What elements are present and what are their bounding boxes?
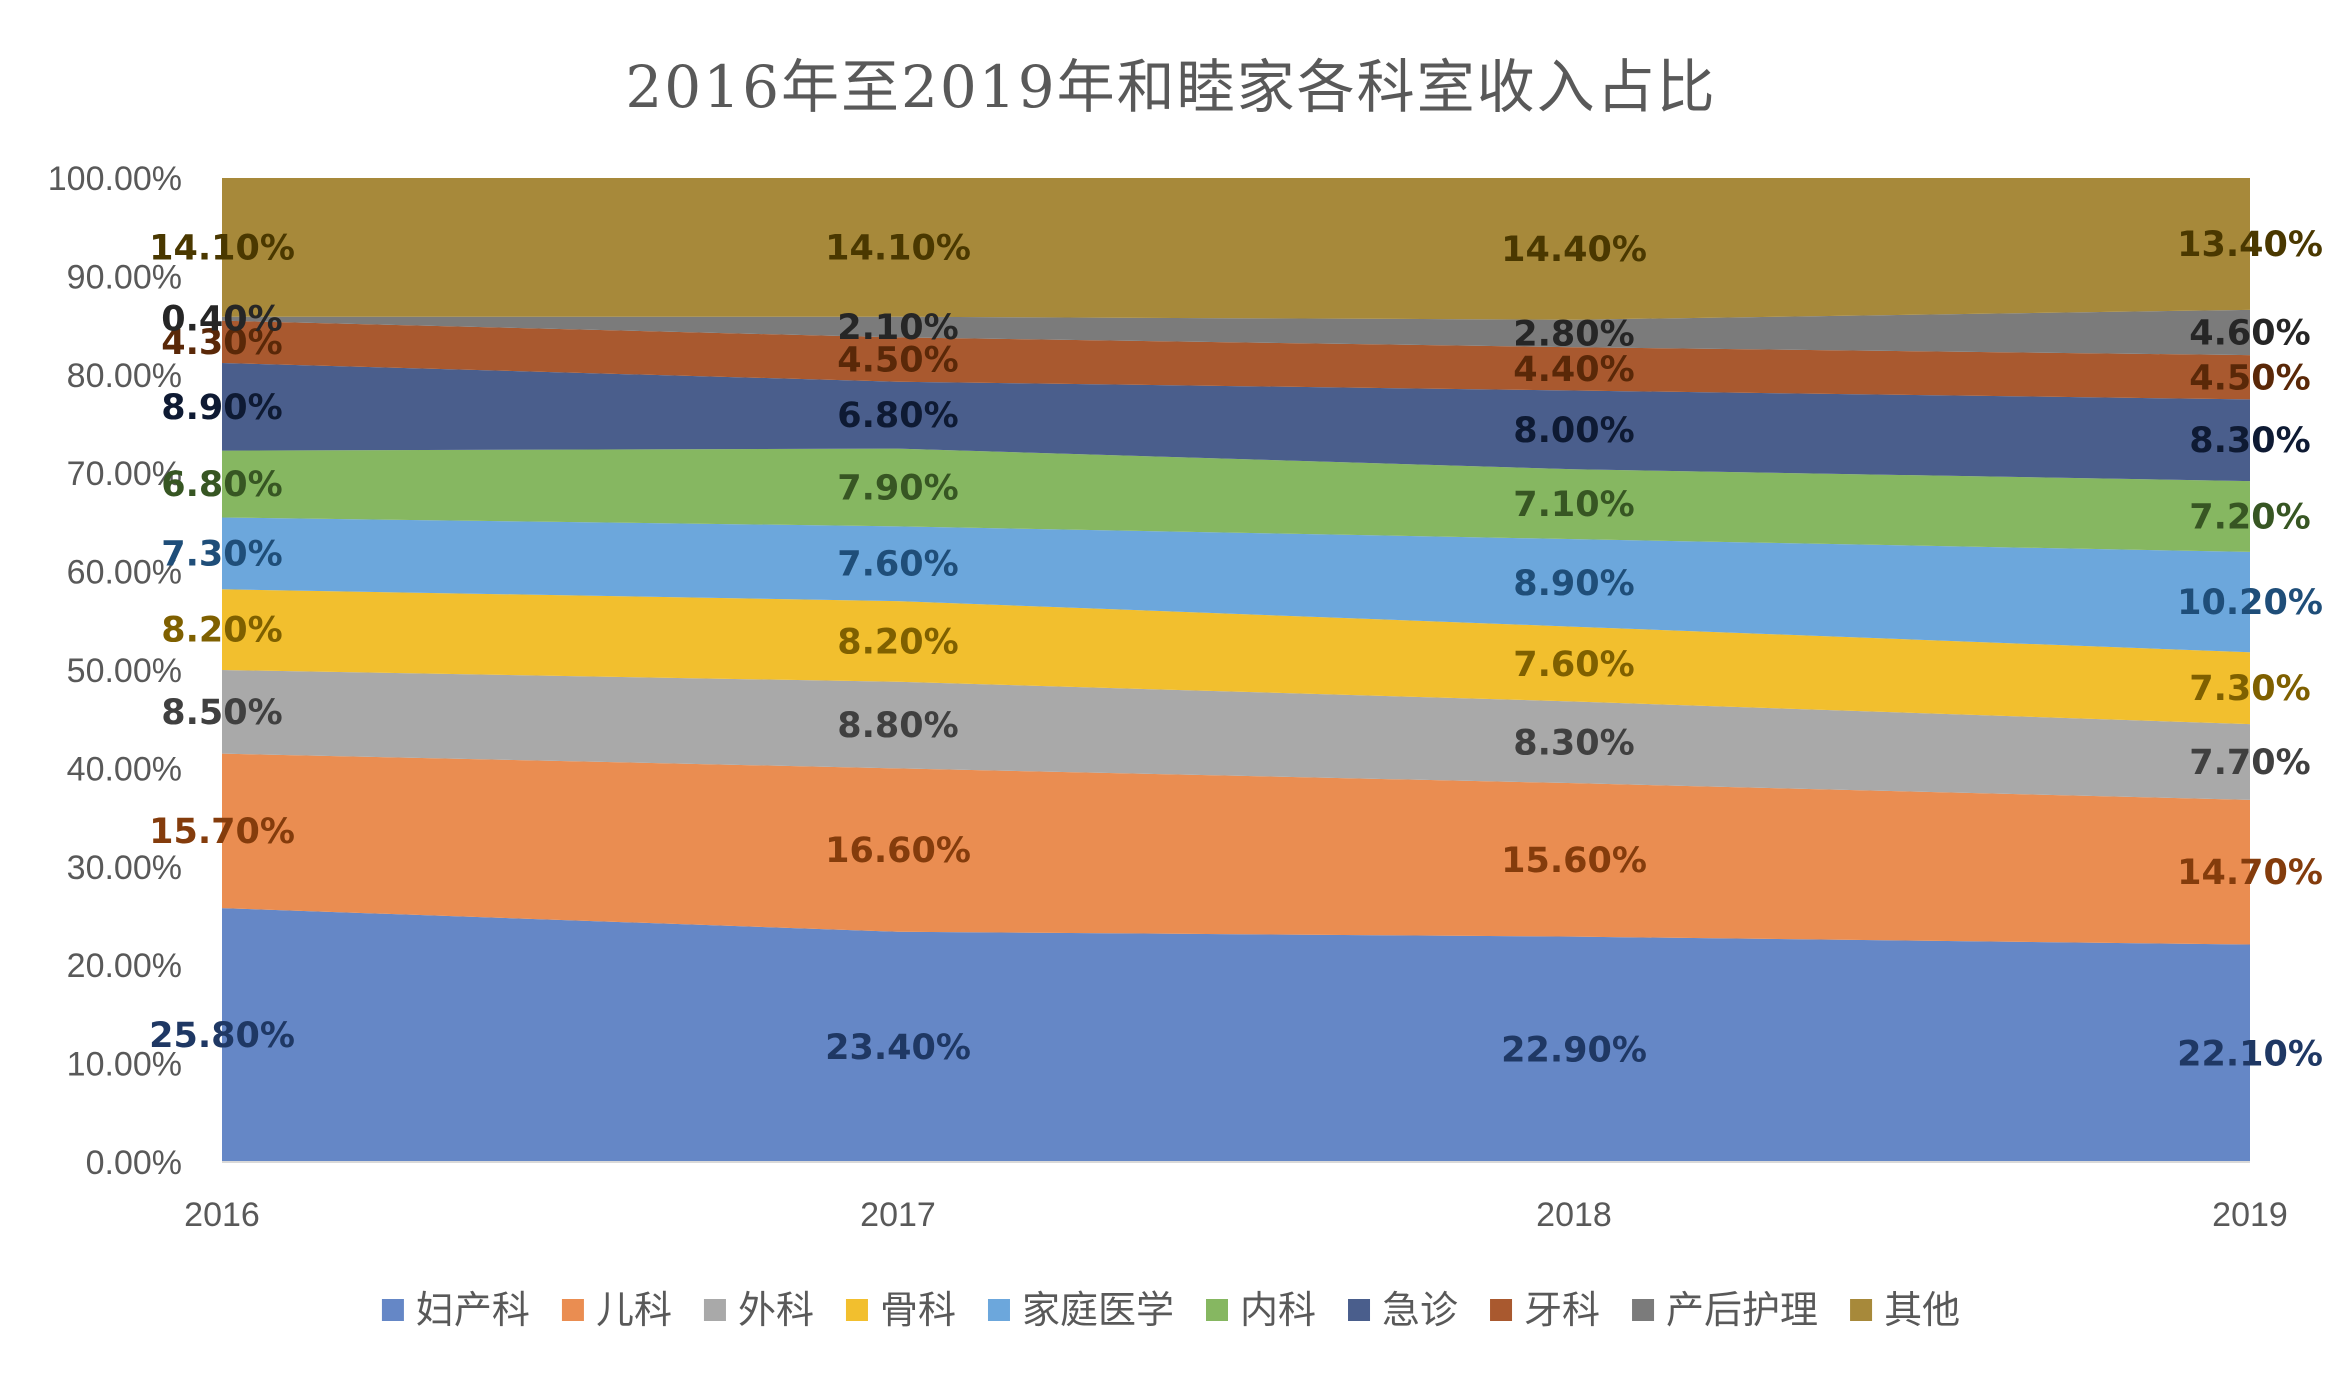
y-tick-label: 60.00% bbox=[67, 554, 182, 592]
data-label: 4.60% bbox=[2189, 313, 2310, 353]
legend-label: 其他 bbox=[1884, 1288, 1960, 1332]
area-series-8 bbox=[222, 309, 2250, 356]
data-label: 4.40% bbox=[1513, 350, 1634, 390]
data-label: 15.70% bbox=[149, 812, 295, 852]
area-series-6 bbox=[222, 362, 2250, 482]
data-label: 7.60% bbox=[1513, 645, 1634, 685]
legend-label: 急诊 bbox=[1382, 1288, 1458, 1332]
data-label: 8.20% bbox=[161, 611, 282, 651]
data-label: 2.80% bbox=[1513, 314, 1634, 354]
data-label: 16.60% bbox=[825, 831, 971, 871]
legend-swatch bbox=[1206, 1299, 1228, 1321]
legend-label: 儿科 bbox=[596, 1288, 672, 1332]
data-label: 0.40% bbox=[161, 300, 282, 340]
data-label: 8.90% bbox=[161, 388, 282, 428]
area-series-1 bbox=[222, 753, 2250, 945]
data-label: 8.30% bbox=[1513, 723, 1634, 763]
legend-item: 妇产科 bbox=[381, 1288, 530, 1332]
legend-item: 产后护理 bbox=[1632, 1288, 1818, 1332]
data-label: 22.10% bbox=[2177, 1034, 2323, 1074]
data-label: 15.60% bbox=[1501, 841, 1647, 881]
area-series-3 bbox=[222, 589, 2250, 725]
y-tick-label: 80.00% bbox=[67, 357, 182, 395]
legend-swatch bbox=[1632, 1299, 1655, 1321]
data-label: 7.20% bbox=[2189, 497, 2310, 537]
legend-item: 家庭医学 bbox=[987, 1288, 1174, 1332]
data-label: 8.30% bbox=[2189, 421, 2310, 461]
legend-item: 儿科 bbox=[561, 1288, 672, 1332]
legend-swatch bbox=[561, 1299, 584, 1321]
data-label: 14.10% bbox=[825, 228, 971, 268]
chart-title: 2016年至2019年和睦家各科室收入占比 bbox=[625, 53, 1717, 121]
data-label: 7.30% bbox=[161, 534, 282, 574]
data-label: 8.20% bbox=[837, 622, 958, 662]
y-tick-label: 0.00% bbox=[86, 1144, 182, 1182]
y-tick-label: 40.00% bbox=[67, 750, 182, 788]
data-label: 14.10% bbox=[149, 228, 295, 268]
x-tick-label: 2018 bbox=[1536, 1196, 1612, 1234]
y-tick-label: 50.00% bbox=[67, 652, 182, 690]
legend-label: 内科 bbox=[1240, 1288, 1316, 1332]
data-label: 13.40% bbox=[2177, 225, 2323, 265]
y-tick-label: 20.00% bbox=[67, 947, 182, 985]
legend-swatch bbox=[987, 1299, 1010, 1321]
legend-item: 急诊 bbox=[1348, 1288, 1458, 1332]
x-tick-label: 2016 bbox=[184, 1196, 260, 1234]
data-label: 10.20% bbox=[2177, 583, 2323, 623]
x-tick-label: 2019 bbox=[2212, 1196, 2288, 1234]
data-label: 4.50% bbox=[2189, 358, 2310, 398]
data-label: 8.00% bbox=[1513, 411, 1634, 451]
data-label: 4.30% bbox=[161, 323, 282, 363]
data-label: 14.70% bbox=[2177, 853, 2323, 893]
data-label: 7.30% bbox=[2189, 669, 2310, 709]
data-label: 25.80% bbox=[149, 1016, 295, 1056]
data-label: 23.40% bbox=[825, 1028, 971, 1068]
legend-swatch bbox=[845, 1299, 868, 1321]
legend-swatch bbox=[381, 1299, 404, 1321]
data-label: 22.90% bbox=[1501, 1030, 1647, 1070]
legend-label: 外科 bbox=[738, 1288, 814, 1332]
data-label: 7.10% bbox=[1513, 485, 1634, 525]
x-tick-label: 2017 bbox=[860, 1196, 936, 1234]
data-label: 4.50% bbox=[837, 341, 958, 381]
data-label: 14.40% bbox=[1501, 230, 1647, 270]
legend-item: 外科 bbox=[703, 1288, 814, 1332]
data-label: 8.80% bbox=[837, 706, 958, 746]
data-label: 6.80% bbox=[837, 396, 958, 436]
legend-swatch bbox=[1490, 1299, 1513, 1321]
data-label: 8.90% bbox=[1513, 564, 1634, 604]
legend-label: 牙科 bbox=[1524, 1288, 1600, 1332]
legend-swatch bbox=[1348, 1299, 1371, 1321]
data-label: 7.60% bbox=[837, 545, 958, 585]
data-label: 7.90% bbox=[837, 468, 958, 508]
area-series-5 bbox=[222, 448, 2250, 552]
legend-swatch bbox=[1850, 1299, 1873, 1321]
legend-item: 骨科 bbox=[845, 1288, 956, 1332]
legend-label: 骨科 bbox=[880, 1288, 956, 1332]
legend-item: 牙科 bbox=[1490, 1288, 1600, 1332]
legend-label: 产后护理 bbox=[1666, 1288, 1818, 1332]
data-label: 8.50% bbox=[161, 693, 282, 733]
legend-swatch bbox=[703, 1299, 726, 1321]
area-series-9 bbox=[222, 178, 2250, 320]
area-series-7 bbox=[222, 320, 2250, 400]
y-tick-label: 30.00% bbox=[67, 849, 182, 887]
y-tick-label: 100.00% bbox=[48, 160, 182, 198]
data-label: 7.70% bbox=[2189, 743, 2310, 783]
area-series-4 bbox=[222, 517, 2250, 653]
legend-label: 妇产科 bbox=[416, 1288, 530, 1332]
y-tick-label: 90.00% bbox=[67, 258, 182, 296]
area-series-0 bbox=[222, 908, 2250, 1162]
data-label: 6.80% bbox=[161, 465, 282, 505]
y-tick-label: 70.00% bbox=[67, 455, 182, 493]
legend-label: 家庭医学 bbox=[1022, 1288, 1174, 1332]
legend-item: 内科 bbox=[1206, 1288, 1316, 1332]
legend-item: 其他 bbox=[1850, 1288, 1960, 1332]
y-tick-label: 10.00% bbox=[67, 1046, 182, 1084]
data-label: 2.10% bbox=[837, 308, 958, 348]
area-series-2 bbox=[222, 670, 2250, 800]
